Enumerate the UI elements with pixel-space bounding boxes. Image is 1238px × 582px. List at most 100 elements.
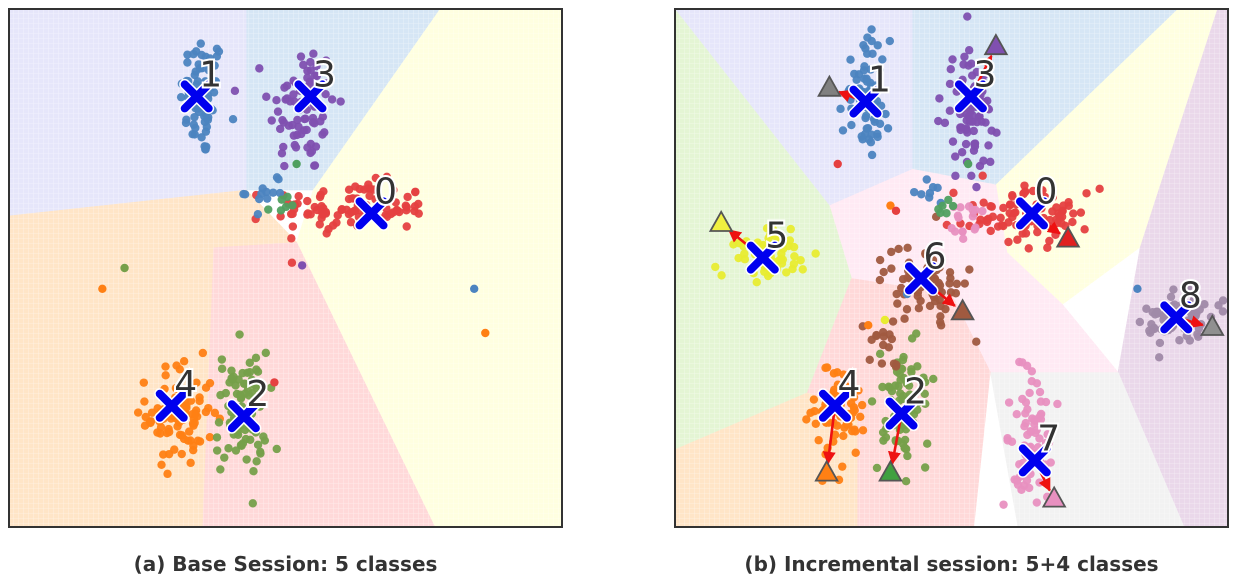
data-point (297, 129, 306, 139)
data-point (1004, 398, 1014, 407)
scatter-plot-base: 1 3 0 4 2 (8, 8, 563, 528)
data-point (188, 419, 198, 428)
data-point (847, 120, 856, 130)
data-point (185, 372, 194, 382)
data-point (875, 255, 885, 265)
data-point (957, 148, 967, 157)
data-point (272, 173, 282, 182)
data-point (197, 133, 206, 142)
data-point (830, 430, 840, 439)
data-point (921, 399, 930, 408)
data-point (200, 112, 209, 121)
data-point (838, 462, 847, 471)
data-point (336, 97, 345, 106)
data-point (153, 428, 162, 437)
data-point (982, 215, 991, 225)
data-point (1145, 326, 1154, 335)
data-point (1008, 191, 1017, 200)
data-point (133, 408, 143, 417)
data-point (964, 46, 974, 55)
data-point (183, 58, 192, 67)
data-point (866, 78, 875, 88)
data-point (986, 226, 995, 236)
data-point (875, 65, 885, 75)
data-point (261, 348, 271, 358)
outlier-point (120, 263, 129, 273)
data-point (1043, 430, 1052, 439)
data-point (945, 79, 955, 89)
new-prototype-triangle-0 (1055, 225, 1081, 248)
outlier-point (833, 159, 842, 169)
class-label: 2 (904, 372, 927, 413)
data-point (885, 36, 895, 46)
data-point (209, 88, 219, 97)
data-point (195, 393, 204, 402)
data-point (786, 224, 795, 234)
new-prototype-triangle-6 (950, 298, 975, 321)
data-point (898, 355, 908, 365)
data-point (914, 303, 924, 313)
data-point (971, 223, 980, 232)
data-point (201, 52, 210, 61)
outlier-point (886, 201, 895, 210)
data-point (760, 267, 769, 276)
data-point (190, 130, 199, 139)
data-point (948, 201, 958, 211)
cluster-stray (858, 317, 901, 371)
data-point (969, 126, 978, 136)
data-point (327, 95, 337, 104)
outlier-point (1133, 284, 1142, 293)
data-point (322, 229, 331, 238)
data-point (967, 171, 976, 180)
data-point (922, 175, 931, 184)
data-point (849, 403, 859, 412)
data-point (310, 161, 320, 170)
outlier-point (98, 284, 107, 293)
data-point (1033, 227, 1042, 237)
data-point (972, 337, 981, 346)
data-point (877, 359, 887, 368)
data-point (303, 210, 312, 219)
data-point (1035, 387, 1045, 397)
data-point (299, 60, 308, 70)
data-point (273, 107, 283, 116)
data-point (210, 408, 220, 418)
data-point (318, 112, 328, 121)
data-point (173, 422, 182, 431)
data-point (999, 203, 1008, 213)
data-point (318, 210, 327, 219)
class-label: 0 (1035, 171, 1058, 212)
data-point (402, 222, 411, 231)
data-point (717, 271, 726, 280)
data-point (951, 171, 960, 181)
data-point (920, 377, 930, 387)
data-point (346, 218, 356, 227)
data-point (936, 312, 945, 321)
data-point (851, 448, 860, 457)
data-point (965, 265, 974, 274)
new-prototype-triangle-2 (878, 459, 903, 482)
class-label: 4 (837, 364, 860, 405)
data-point (294, 191, 303, 201)
data-point (945, 279, 954, 288)
class-label: 1 (199, 54, 222, 95)
data-point (896, 375, 905, 385)
data-point (1007, 437, 1017, 446)
outlier-point (292, 159, 301, 169)
data-point (1024, 483, 1034, 493)
data-point (832, 421, 842, 430)
data-point (1028, 186, 1038, 196)
data-point (1193, 330, 1202, 339)
data-point (371, 173, 381, 183)
data-point (978, 206, 987, 216)
data-point (264, 205, 273, 214)
data-point (806, 408, 815, 418)
data-point (1068, 217, 1077, 227)
data-point (960, 279, 969, 288)
data-point (1076, 208, 1086, 217)
data-point (214, 47, 224, 56)
data-point (1053, 399, 1062, 409)
data-point (814, 436, 823, 445)
data-point (140, 421, 150, 430)
caption-base-session: (a) Base Session: 5 classes (133, 552, 438, 576)
